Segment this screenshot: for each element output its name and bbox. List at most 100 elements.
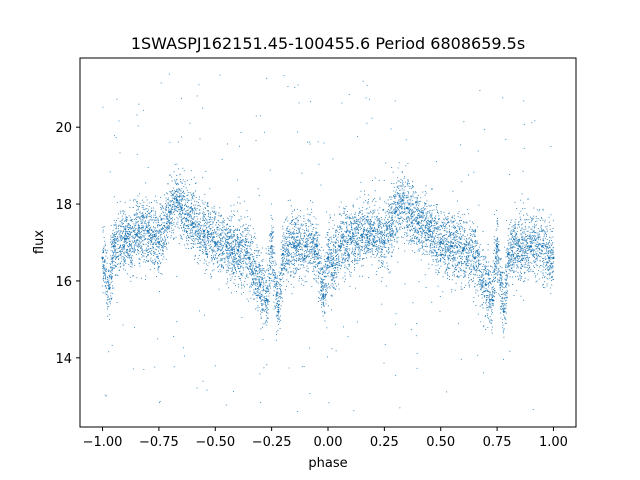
- point-texture: [462, 253, 464, 255]
- point-texture: [486, 290, 488, 292]
- point-texture: [418, 205, 419, 207]
- point-texture: [262, 280, 264, 282]
- point-texture: [200, 218, 201, 220]
- point-texture: [152, 210, 154, 212]
- point-texture: [303, 232, 305, 234]
- point-texture: [398, 203, 400, 205]
- point-texture: [486, 266, 488, 268]
- point-texture: [329, 262, 330, 264]
- point-texture: [165, 210, 167, 211]
- point-texture: [340, 215, 342, 217]
- point-texture: [233, 250, 235, 252]
- point-texture: [289, 271, 291, 273]
- point-texture: [425, 185, 427, 187]
- point-texture: [511, 268, 513, 270]
- point-texture: [296, 246, 298, 248]
- point-texture: [126, 231, 128, 233]
- point-texture: [334, 280, 336, 282]
- point-texture: [533, 218, 535, 220]
- point-texture: [168, 211, 169, 213]
- point-texture: [204, 273, 206, 274]
- point-texture: [187, 200, 189, 202]
- point-texture: [115, 222, 117, 224]
- point-texture: [197, 213, 199, 215]
- point-texture: [552, 262, 554, 264]
- point-texture: [284, 245, 286, 247]
- point-texture: [504, 308, 506, 309]
- point-texture: [173, 237, 175, 239]
- point-texture: [172, 190, 174, 192]
- point-texture: [495, 259, 497, 261]
- point-texture: [507, 266, 509, 268]
- point-texture: [154, 261, 156, 263]
- point-texture: [234, 239, 236, 241]
- point-texture: [259, 268, 261, 270]
- point-texture: [335, 229, 337, 231]
- point-texture: [151, 229, 153, 230]
- point-texture: [496, 265, 497, 267]
- point-texture: [386, 227, 388, 229]
- point-texture: [145, 208, 147, 210]
- point-texture: [464, 255, 466, 257]
- point-texture: [339, 249, 341, 251]
- point-texture: [243, 224, 244, 226]
- point-texture: [292, 237, 294, 239]
- point-texture: [535, 232, 537, 234]
- point-texture: [500, 283, 502, 285]
- point-texture: [531, 234, 533, 236]
- point-texture: [162, 250, 164, 251]
- point-texture: [217, 257, 218, 259]
- point-texture: [436, 255, 437, 257]
- point-texture: [253, 275, 255, 277]
- point-texture: [437, 241, 439, 243]
- point-texture: [444, 261, 446, 263]
- point-texture: [243, 286, 245, 288]
- point-texture: [137, 125, 139, 127]
- point-texture: [415, 220, 416, 222]
- point-texture: [132, 229, 134, 231]
- point-texture: [162, 247, 164, 249]
- point-texture: [130, 227, 132, 229]
- point-texture: [506, 274, 508, 276]
- point-texture: [329, 237, 331, 239]
- point-texture: [417, 232, 419, 234]
- point-texture: [255, 250, 257, 252]
- point-texture: [382, 266, 383, 267]
- point-texture: [446, 222, 448, 224]
- point-texture: [465, 258, 467, 260]
- point-texture: [286, 216, 288, 218]
- point-texture: [336, 254, 338, 255]
- point-texture: [535, 258, 537, 260]
- point-texture: [362, 216, 364, 217]
- point-texture: [262, 288, 264, 290]
- point-texture: [466, 259, 468, 261]
- point-texture: [248, 262, 250, 264]
- point-texture: [192, 197, 194, 199]
- point-texture: [411, 211, 413, 213]
- point-texture: [133, 200, 135, 202]
- point-texture: [282, 254, 284, 255]
- point-texture: [550, 146, 552, 147]
- point-texture: [245, 239, 247, 240]
- point-texture: [335, 288, 337, 290]
- point-texture: [366, 236, 368, 238]
- point-texture: [241, 249, 243, 251]
- point-texture: [258, 279, 260, 281]
- point-texture: [518, 266, 520, 268]
- point-texture: [237, 202, 239, 204]
- point-texture: [376, 215, 378, 217]
- point-texture: [249, 290, 251, 292]
- point-texture: [380, 231, 382, 233]
- point-texture: [482, 286, 484, 288]
- point-texture: [154, 366, 156, 368]
- point-texture: [314, 254, 316, 256]
- point-texture: [104, 274, 106, 276]
- point-texture: [451, 226, 453, 228]
- point-texture: [359, 212, 360, 214]
- point-texture: [526, 246, 528, 248]
- point-texture: [202, 238, 204, 240]
- point-texture: [140, 227, 142, 229]
- point-texture: [143, 217, 145, 218]
- point-texture: [454, 227, 456, 229]
- point-texture: [535, 239, 537, 241]
